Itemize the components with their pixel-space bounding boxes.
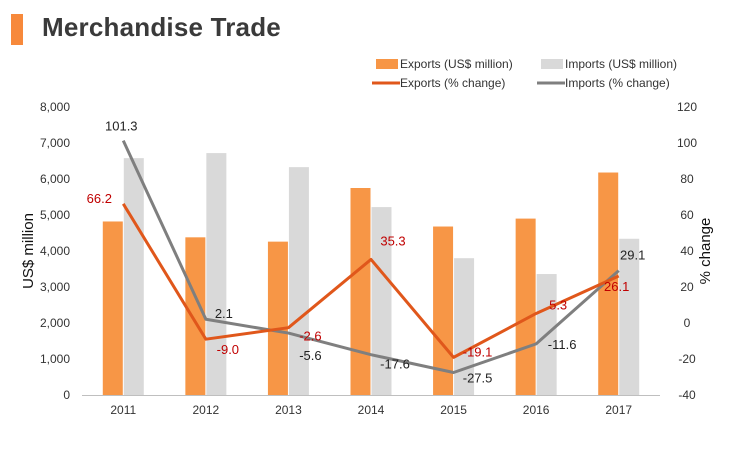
- imports-bar: [123, 158, 144, 395]
- legend-imports-bar-label: Imports (US$ million): [565, 57, 677, 71]
- exports-change-label: 26.1: [604, 279, 629, 294]
- legend-imports-bar-swatch: [541, 59, 563, 69]
- exports-bar: [102, 221, 123, 395]
- x-tick-label: 2017: [605, 403, 632, 417]
- legend-imports-line-label: Imports (% change): [565, 76, 670, 90]
- imports-change-label: 29.1: [620, 248, 645, 263]
- legend-exports-bar-swatch: [376, 59, 398, 69]
- legend-exports-bar-label: Exports (US$ million): [400, 57, 513, 71]
- y-axis-title: US$ million: [20, 213, 37, 289]
- exports-bar: [515, 218, 536, 395]
- imports-bar: [206, 153, 227, 395]
- y-tick-label: 2,000: [40, 316, 70, 330]
- chart-title: Merchandise Trade: [42, 12, 281, 42]
- imports-bar: [619, 238, 640, 395]
- y-tick-label: 8,000: [40, 100, 70, 114]
- imports-change-label: -17.6: [380, 357, 410, 372]
- y-tick-label: 3,000: [40, 280, 70, 294]
- imports-change-line: [121, 140, 620, 374]
- exports-bar: [267, 241, 288, 395]
- y2-tick-label: 40: [680, 244, 694, 258]
- exports-change-label: -9.0: [217, 342, 239, 357]
- legend-exports-line-label: Exports (% change): [400, 76, 505, 90]
- y2-tick-label: 120: [677, 100, 697, 114]
- exports-bar: [350, 188, 371, 395]
- imports-bar: [371, 207, 392, 395]
- y2-tick-label: 100: [677, 136, 697, 150]
- y2-tick-label: 60: [680, 208, 694, 222]
- y-tick-label: 1,000: [40, 352, 70, 366]
- x-tick-label: 2013: [275, 403, 302, 417]
- exports-change-line: [122, 203, 620, 359]
- imports-change-label: 101.3: [105, 119, 138, 134]
- title-accent-bar: [11, 14, 23, 45]
- y2-tick-label: 20: [680, 280, 694, 294]
- x-tick-label: 2011: [110, 403, 136, 417]
- y-tick-label: 5,000: [40, 208, 70, 222]
- imports-change-label: -27.5: [463, 371, 493, 386]
- x-tick-label: 2014: [358, 403, 385, 417]
- exports-bar: [185, 237, 206, 395]
- y2-axis-title: % change: [697, 218, 714, 285]
- imports-change-label: -5.6: [299, 348, 321, 363]
- exports-change-label: -2.6: [299, 329, 321, 344]
- y2-tick-label: -20: [678, 352, 696, 366]
- y2-tick-label: 0: [684, 316, 691, 330]
- imports-change-label: -11.6: [548, 337, 577, 352]
- y2-tick-label: 80: [680, 172, 694, 186]
- exports-change-label: 35.3: [380, 233, 405, 248]
- y-tick-label: 6,000: [40, 172, 70, 186]
- x-tick-label: 2016: [523, 403, 550, 417]
- exports-change-label: -19.1: [463, 344, 493, 359]
- imports-bar: [454, 258, 475, 395]
- x-tick-label: 2012: [193, 403, 220, 417]
- y2-tick-label: -40: [678, 388, 696, 402]
- y-tick-label: 0: [63, 388, 70, 402]
- imports-change-label: 2.1: [215, 306, 233, 321]
- y-tick-label: 4,000: [40, 244, 70, 258]
- exports-change-label: 66.2: [87, 191, 112, 206]
- exports-bar: [598, 172, 619, 395]
- y-tick-label: 7,000: [40, 136, 70, 150]
- x-tick-label: 2015: [440, 403, 467, 417]
- exports-change-label: 5.3: [549, 297, 567, 312]
